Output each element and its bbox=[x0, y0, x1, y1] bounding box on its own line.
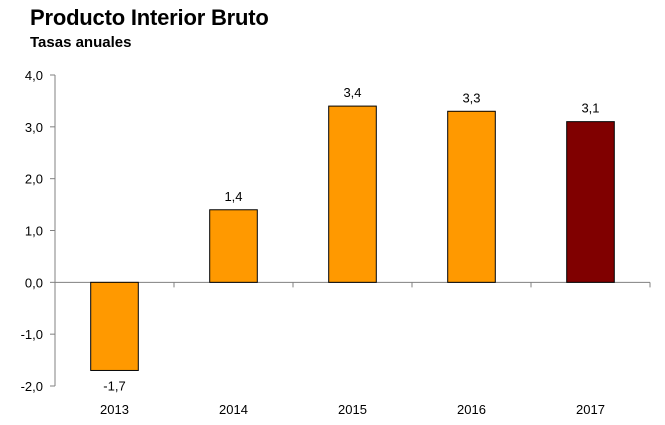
y-tick-label: 0,0 bbox=[25, 275, 43, 290]
data-label-2017: 3,1 bbox=[581, 101, 599, 116]
x-tick-label-2017: 2017 bbox=[576, 402, 605, 417]
data-label-2013: -1,7 bbox=[103, 378, 125, 393]
x-tick-label-2015: 2015 bbox=[338, 402, 367, 417]
bar-2017 bbox=[566, 121, 615, 283]
bar-2015 bbox=[328, 105, 377, 283]
bar-2013 bbox=[90, 281, 139, 371]
chart-title: Producto Interior Bruto bbox=[30, 5, 269, 30]
data-label-2014: 1,4 bbox=[224, 189, 242, 204]
y-tick-label: -2,0 bbox=[21, 379, 43, 394]
y-tick-label: 2,0 bbox=[25, 172, 43, 187]
x-tick-label-2014: 2014 bbox=[219, 402, 248, 417]
y-tick-label: -1,0 bbox=[21, 327, 43, 342]
chart-subtitle: Tasas anuales bbox=[30, 34, 132, 51]
y-tick-label: 3,0 bbox=[25, 120, 43, 135]
data-label-2016: 3,3 bbox=[462, 90, 480, 105]
x-tick-label-2013: 2013 bbox=[100, 402, 129, 417]
bar-2016 bbox=[447, 110, 496, 283]
x-tick-label-2016: 2016 bbox=[457, 402, 486, 417]
y-tick-label: 4,0 bbox=[25, 68, 43, 83]
y-tick-label: 1,0 bbox=[25, 224, 43, 239]
bar-2014 bbox=[209, 209, 258, 283]
data-label-2015: 3,4 bbox=[343, 85, 361, 100]
